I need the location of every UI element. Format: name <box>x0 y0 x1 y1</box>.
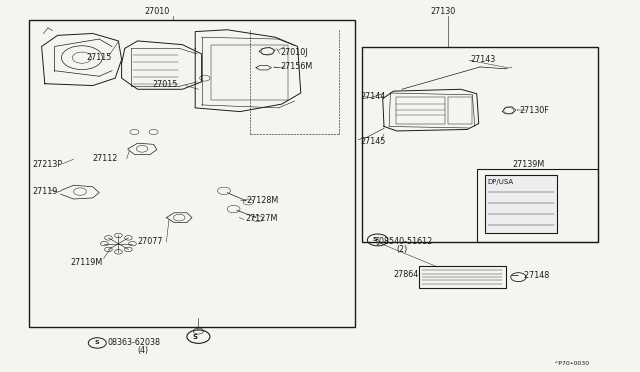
Bar <box>29 20 355 327</box>
Text: 27119M: 27119M <box>70 258 102 267</box>
Text: 27143: 27143 <box>470 55 495 64</box>
Text: 27213P: 27213P <box>32 160 62 169</box>
Bar <box>477 169 598 242</box>
Text: 27145: 27145 <box>360 137 386 146</box>
Text: 08363-62038: 08363-62038 <box>108 339 161 347</box>
Text: 27130: 27130 <box>430 7 455 16</box>
Text: 27015: 27015 <box>152 80 178 89</box>
Text: 27864: 27864 <box>394 270 419 279</box>
Text: (4): (4) <box>137 346 148 355</box>
Bar <box>396 97 445 124</box>
Text: (2): (2) <box>397 245 408 254</box>
Text: §08540‑51612: §08540‑51612 <box>376 237 433 246</box>
Text: 27130F: 27130F <box>520 106 549 115</box>
Bar <box>362 46 598 242</box>
Text: 27139M: 27139M <box>512 160 544 169</box>
Text: 27128M: 27128M <box>246 196 278 205</box>
Text: 27144: 27144 <box>360 92 385 101</box>
Text: 27115: 27115 <box>86 53 112 62</box>
Bar <box>211 45 288 100</box>
Text: 27077: 27077 <box>138 237 163 246</box>
Text: S: S <box>372 237 377 243</box>
Text: S: S <box>192 334 197 340</box>
Text: 27127M: 27127M <box>245 214 278 223</box>
Text: DP/USA: DP/USA <box>488 179 514 185</box>
Text: 27119: 27119 <box>32 187 58 196</box>
Text: —  27148: — 27148 <box>511 271 549 280</box>
Text: 27156M: 27156M <box>280 62 312 71</box>
Text: 27010: 27010 <box>144 7 169 16</box>
Bar <box>485 175 557 232</box>
Text: 27010J: 27010J <box>280 48 308 57</box>
Text: S: S <box>95 340 100 346</box>
Bar <box>448 97 472 124</box>
Bar <box>419 266 506 288</box>
Text: ^P70•0030: ^P70•0030 <box>554 361 589 366</box>
Text: 27112: 27112 <box>93 154 118 163</box>
